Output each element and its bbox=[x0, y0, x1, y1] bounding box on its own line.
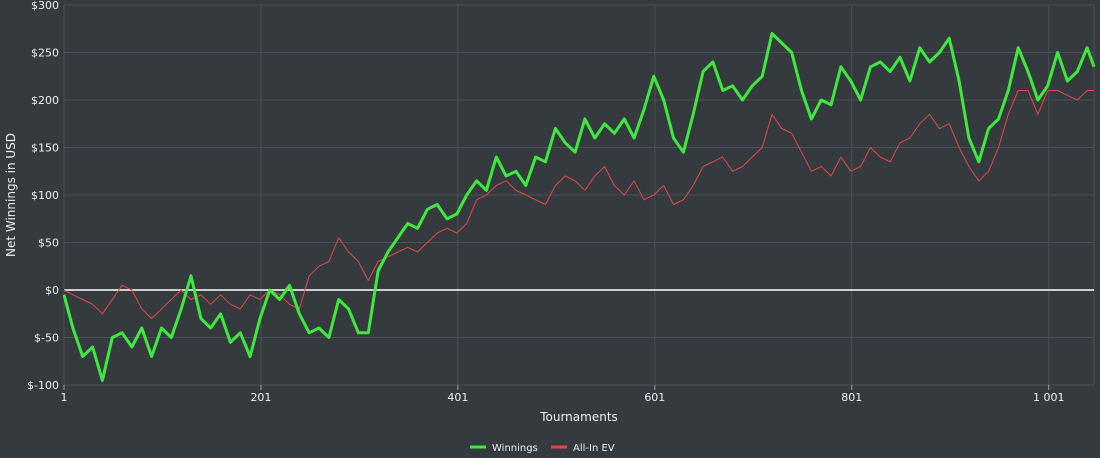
legend-item: All-In EV bbox=[551, 443, 615, 454]
x-tick-label: 601 bbox=[644, 391, 665, 404]
x-tick-label: 201 bbox=[250, 391, 271, 404]
y-tick-label: $300 bbox=[31, 0, 59, 12]
y-tick-label: $-50 bbox=[34, 332, 59, 345]
y-axis-ticks: $-100 $-50 $0 $50 $100 $150 $200 $250 $300 bbox=[27, 0, 59, 392]
x-tick-label: 1 bbox=[61, 391, 68, 404]
y-tick-label: $250 bbox=[31, 47, 59, 60]
series-line-winnings bbox=[62, 32, 1096, 382]
grid bbox=[63, 4, 1095, 386]
y-tick-label: $50 bbox=[38, 237, 59, 250]
legend-item: Winnings bbox=[470, 443, 538, 454]
series-lines bbox=[62, 32, 1096, 382]
x-tick-label: 801 bbox=[841, 391, 862, 404]
x-tick-label: 401 bbox=[447, 391, 468, 404]
x-tick-label: 1 001 bbox=[1033, 391, 1065, 404]
legend: Winnings All-In EV bbox=[470, 443, 615, 454]
legend-label: All-In EV bbox=[573, 443, 615, 454]
y-tick-label: $-100 bbox=[27, 379, 59, 392]
y-tick-label: $100 bbox=[31, 189, 59, 202]
y-tick-label: $0 bbox=[45, 284, 59, 297]
y-axis-title: Net Winnings in USD bbox=[4, 133, 18, 257]
legend-label: Winnings bbox=[492, 443, 538, 454]
x-axis-ticks: 1 201 401 601 801 1 001 bbox=[61, 385, 1065, 404]
y-tick-label: $150 bbox=[31, 142, 59, 155]
y-tick-label: $200 bbox=[31, 94, 59, 107]
series-line-all-in-ev bbox=[63, 90, 1094, 319]
x-axis-title: Tournaments bbox=[539, 410, 618, 424]
